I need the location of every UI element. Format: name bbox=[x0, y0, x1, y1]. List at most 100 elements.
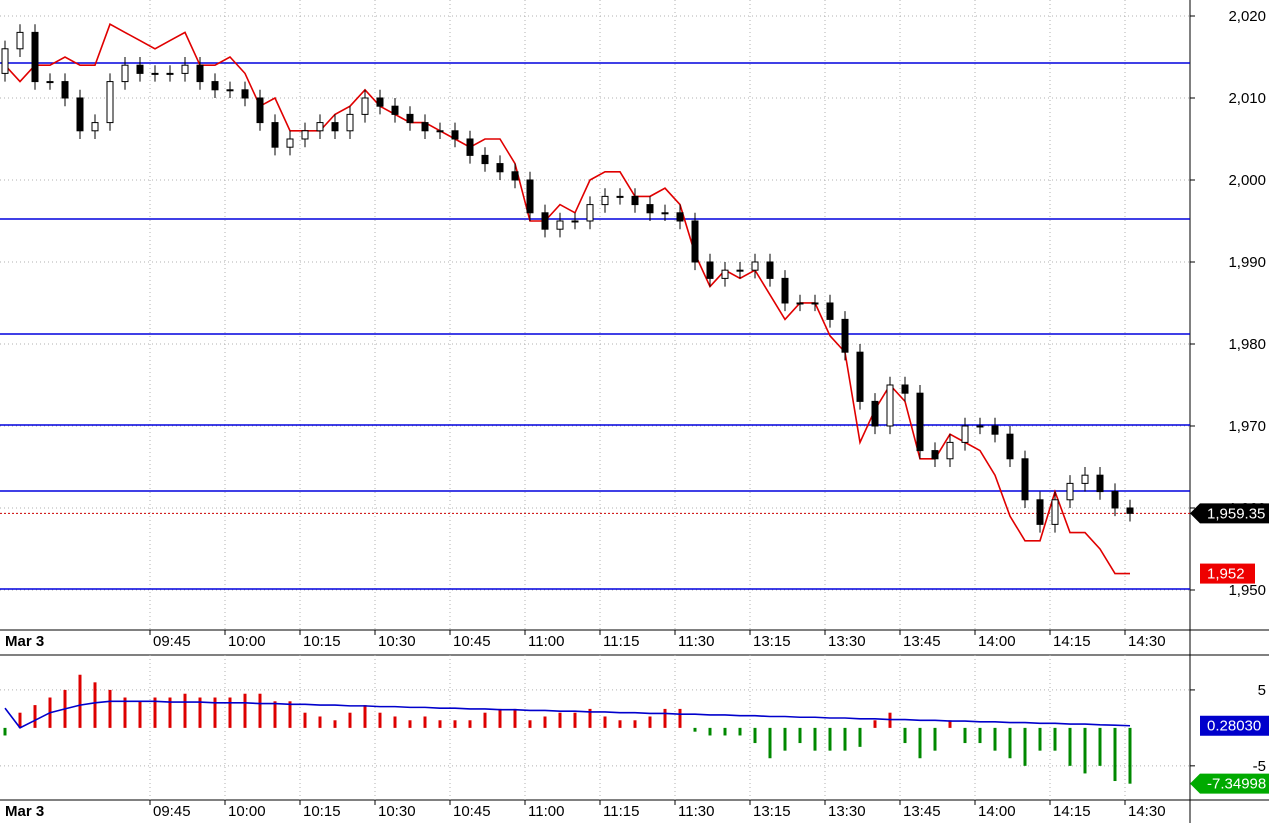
candle-body bbox=[196, 64, 204, 83]
histogram-bar bbox=[573, 712, 577, 728]
candle-body bbox=[481, 154, 489, 165]
candle-body bbox=[421, 122, 429, 132]
histogram-bar bbox=[18, 712, 22, 728]
candle-body bbox=[601, 195, 609, 206]
candle-body bbox=[616, 195, 624, 198]
histogram-bar bbox=[738, 727, 742, 736]
candle-body bbox=[691, 220, 699, 263]
candle-body bbox=[91, 122, 99, 132]
x-tick-label: 10:00 bbox=[228, 633, 266, 650]
histogram-bar bbox=[3, 727, 7, 736]
candle-body bbox=[1111, 491, 1119, 509]
end-label: 0.28030 bbox=[1207, 718, 1261, 735]
histogram-bar bbox=[243, 693, 247, 728]
candle-body bbox=[466, 138, 474, 156]
histogram-bar bbox=[678, 708, 682, 728]
candle-body bbox=[1021, 458, 1029, 501]
y-tick-label: 1,990 bbox=[1228, 254, 1266, 271]
x-tick-label: 10:30 bbox=[378, 803, 416, 820]
x-tick-label: 14:30 bbox=[1128, 633, 1166, 650]
candle-body bbox=[1051, 499, 1059, 525]
candle-body bbox=[856, 351, 864, 402]
histogram-bar bbox=[603, 716, 607, 728]
candle-body bbox=[271, 122, 279, 148]
y-tick-label: 1,950 bbox=[1228, 582, 1266, 599]
x-tick-label: 11:00 bbox=[528, 633, 564, 650]
x-tick-label: 10:00 bbox=[228, 803, 266, 820]
histogram-bar bbox=[843, 727, 847, 751]
histogram-bar bbox=[378, 712, 382, 728]
candle-body bbox=[121, 64, 129, 83]
histogram-bar bbox=[363, 705, 367, 728]
x-tick-label: 13:30 bbox=[828, 803, 866, 820]
x-tick-label: 09:45 bbox=[153, 633, 191, 650]
histogram-bar bbox=[618, 720, 622, 728]
candle-body bbox=[811, 302, 819, 305]
candle-body bbox=[841, 318, 849, 353]
x-tick-label: 11:15 bbox=[603, 803, 639, 820]
x-tick-label: 10:45 bbox=[453, 803, 491, 820]
histogram-bar bbox=[543, 716, 547, 728]
candle-body bbox=[571, 220, 579, 223]
end-label-box bbox=[1200, 715, 1269, 736]
x-tick-label: 13:45 bbox=[903, 633, 941, 650]
end-label: 1,952 bbox=[1207, 566, 1245, 583]
candle-body bbox=[631, 195, 639, 206]
candle-body bbox=[931, 450, 939, 460]
histogram-bar bbox=[513, 708, 517, 728]
histogram-bar bbox=[183, 693, 187, 728]
candle-body bbox=[166, 72, 174, 75]
histogram-bar bbox=[1053, 727, 1057, 751]
x-tick-label: 14:15 bbox=[1053, 633, 1091, 650]
x-tick-label: 11:00 bbox=[528, 803, 564, 820]
candle-body bbox=[1066, 482, 1074, 501]
y-tick-label: 2,000 bbox=[1228, 172, 1266, 189]
y-tick-label: 2,010 bbox=[1228, 90, 1266, 107]
histogram-bar bbox=[483, 712, 487, 728]
histogram-bar bbox=[273, 701, 277, 728]
histogram-bar bbox=[78, 674, 82, 728]
candle-body bbox=[871, 400, 879, 427]
histogram-bar bbox=[108, 689, 112, 728]
histogram-bar bbox=[1128, 727, 1132, 784]
candle-body bbox=[451, 130, 459, 140]
candle-body bbox=[946, 441, 954, 460]
candle-body bbox=[961, 425, 969, 443]
candle-body bbox=[211, 81, 219, 91]
histogram-bar bbox=[828, 727, 832, 751]
candle-body bbox=[646, 204, 654, 214]
candle-body bbox=[31, 31, 39, 83]
candle-body bbox=[76, 97, 84, 132]
candle-body bbox=[526, 179, 534, 214]
histogram-bar bbox=[663, 708, 667, 728]
histogram-bar bbox=[438, 720, 442, 728]
histogram-bar bbox=[963, 727, 967, 744]
end-label: 1,959.35 bbox=[1207, 505, 1265, 522]
x-tick-label: 13:15 bbox=[753, 803, 791, 820]
candle-body bbox=[301, 130, 309, 140]
candle-body bbox=[256, 97, 264, 124]
histogram-bar bbox=[468, 720, 472, 728]
histogram-bar bbox=[1068, 727, 1072, 766]
histogram-bar bbox=[633, 720, 637, 728]
histogram-bar bbox=[528, 720, 532, 728]
x-tick-label: 09:45 bbox=[153, 803, 191, 820]
candle-body bbox=[916, 392, 924, 452]
end-label-box bbox=[1190, 503, 1269, 524]
candle-body bbox=[286, 138, 294, 148]
candle-body bbox=[106, 81, 114, 124]
candle-body bbox=[16, 31, 24, 50]
candle-body bbox=[1126, 507, 1134, 514]
end-label: -7.34998 bbox=[1207, 776, 1266, 793]
candle-body bbox=[46, 81, 54, 84]
histogram-bar bbox=[588, 708, 592, 728]
x-tick-label: 13:30 bbox=[828, 633, 866, 650]
indicator-line bbox=[4, 23, 1130, 575]
candle-body bbox=[796, 302, 804, 305]
histogram-bar bbox=[1113, 727, 1117, 782]
histogram-bar bbox=[333, 720, 337, 728]
histogram-bar bbox=[1023, 727, 1027, 766]
candle-body bbox=[826, 302, 834, 320]
candle-body bbox=[736, 269, 744, 272]
